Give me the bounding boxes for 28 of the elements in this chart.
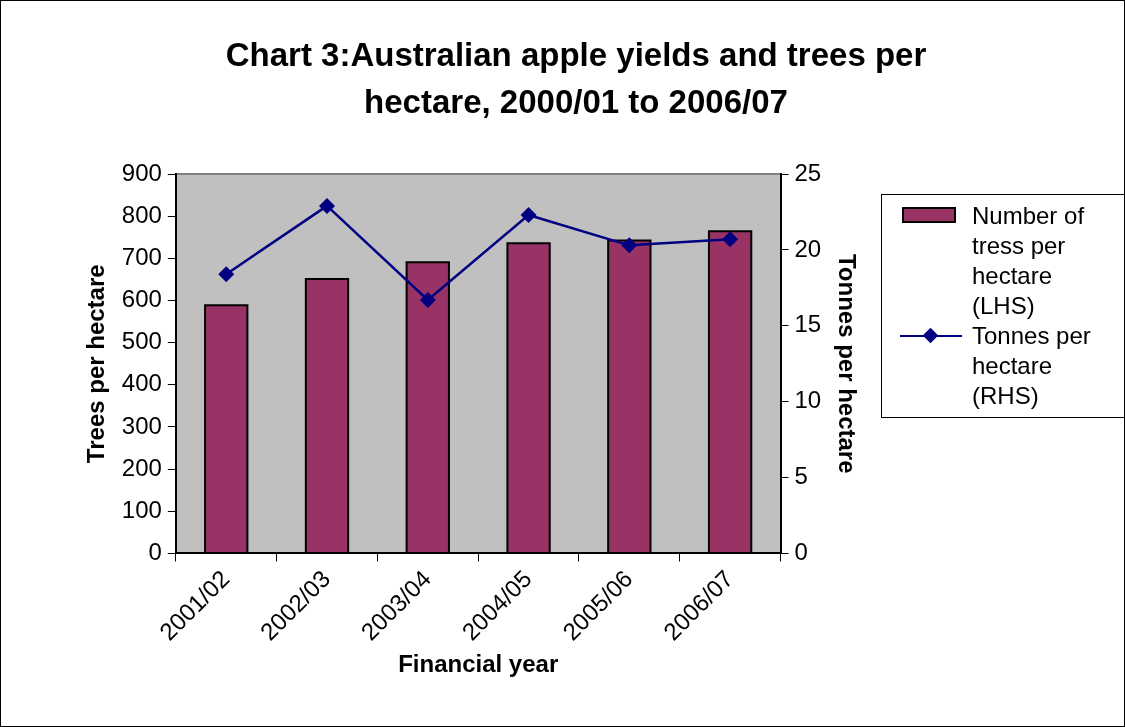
y2-tick-label: 25: [794, 158, 822, 186]
y2-tick-label: 15: [794, 310, 822, 338]
y2-axis-title: Tonnes per hectare: [833, 253, 861, 474]
chart-title: Chart 3:Australian apple yields and trees per hectare, 2000/01 to 2006/07: [224, 35, 928, 122]
point: [722, 231, 739, 248]
point: [419, 291, 436, 308]
y2-tick-label: 20: [794, 234, 822, 262]
point: [319, 197, 336, 214]
x-axis-title: Financial year: [398, 650, 559, 678]
y2-tick-label: 5: [794, 462, 808, 490]
y-tick-label: 700: [121, 242, 162, 270]
y-tick-label: 200: [121, 453, 162, 481]
y-tick-label: 0: [148, 538, 162, 566]
y-tick-label: 100: [121, 495, 162, 523]
y-tick-label: 600: [121, 285, 162, 313]
point: [621, 237, 638, 254]
y-tick-label: 400: [121, 369, 162, 397]
y-tick-label: 800: [121, 200, 162, 228]
point: [218, 266, 235, 283]
y-tick-label: 500: [121, 327, 162, 355]
y-tick-label: 300: [121, 411, 162, 439]
y-axis-title: Trees per hectare: [82, 264, 110, 464]
point: [520, 206, 537, 223]
y2-tick-label: 10: [794, 386, 822, 414]
legend-label: Number of tress per hectare (LHS): [972, 201, 1086, 321]
y2-tick-label: 0: [794, 538, 808, 566]
y-tick-label: 900: [121, 158, 162, 186]
legend-label: Tonnes per hectare (RHS): [972, 321, 1092, 411]
